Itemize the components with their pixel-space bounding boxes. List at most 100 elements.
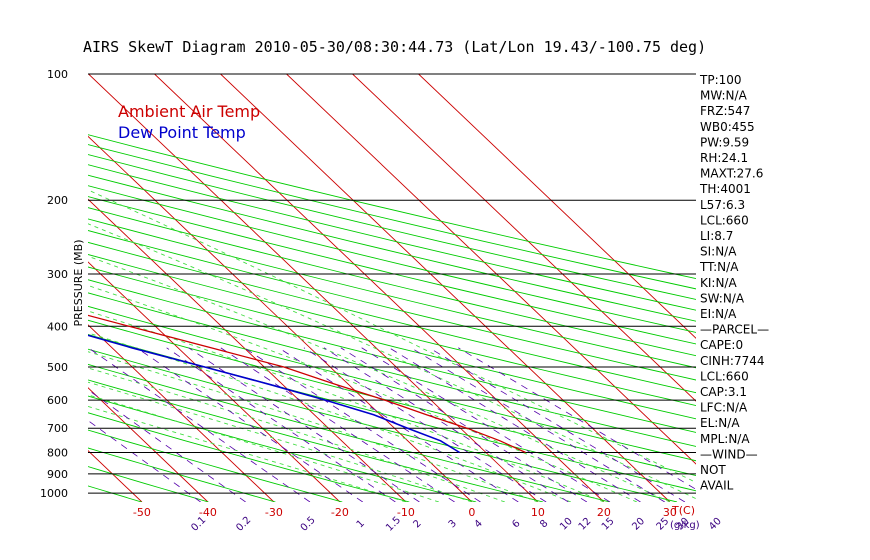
isotherm-line <box>286 74 696 465</box>
index-entry: AVAIL <box>700 479 734 493</box>
index-entry: CAP:3.1 <box>700 385 747 399</box>
dry-adiabat-line <box>88 207 696 357</box>
index-entry: LCL:660 <box>700 213 749 227</box>
index-entry: FRZ:547 <box>700 104 750 118</box>
mixing-ratio-line <box>220 347 455 502</box>
dry-adiabat-line <box>88 305 696 462</box>
mixing-ratio-line <box>166 347 396 502</box>
temperature-unit-label: T(C) <box>671 504 695 517</box>
mixing-ratio-label: 20 <box>630 516 647 533</box>
mixing-ratio-line <box>278 347 519 502</box>
mixing-ratio-label: 6 <box>510 518 522 530</box>
index-entry: CAPE:0 <box>700 338 743 352</box>
isotherm-line <box>88 74 539 502</box>
isotherm-line <box>88 324 275 502</box>
dry-adiabat-line <box>88 134 696 280</box>
dry-adiabat-line <box>88 348 678 502</box>
dry-adiabat-line <box>88 466 209 502</box>
pressure-tick-label: 200 <box>47 194 68 207</box>
isotherm-line <box>0 74 10 502</box>
index-entry: RH:24.1 <box>700 151 748 165</box>
dry-adiabat-line <box>88 218 696 369</box>
index-entry: MW:N/A <box>700 89 748 103</box>
mixing-ratio-line <box>410 347 665 502</box>
mixing-ratio-line <box>340 347 588 502</box>
dry-adiabat-line <box>88 241 696 394</box>
index-entry: MAXT:27.6 <box>700 167 763 181</box>
bottom-temperature-tick-label: 10 <box>531 506 545 519</box>
dew-point-temp-line <box>88 334 461 454</box>
legend-dew-point-temp: Dew Point Temp <box>118 123 246 142</box>
isotherm-line <box>352 74 696 402</box>
legend-ambient-air-temp: Ambient Air Temp <box>118 102 260 121</box>
moist-adiabat-line <box>88 381 473 502</box>
index-entry: TT:N/A <box>699 260 739 274</box>
dry-adiabat-line <box>88 230 696 381</box>
isotherm-line <box>88 135 473 502</box>
mixing-ratio-line <box>88 347 311 502</box>
moist-adiabat-line <box>88 189 696 484</box>
dry-adiabat-line <box>88 379 544 502</box>
pressure-axis-label: PRESSURE (MB) <box>72 240 85 327</box>
isobars <box>88 73 696 494</box>
dry-adiabat-line <box>88 144 696 290</box>
index-entry: —PARCEL— <box>700 323 769 337</box>
mixing-ratio-line <box>88 389 246 502</box>
mixing-ratio-unit-label: (g/kg) <box>670 520 700 531</box>
index-entry: SW:N/A <box>700 291 745 305</box>
mixing-ratio-label: 3 <box>447 518 459 530</box>
bottom-temperature-tick-label: 30 <box>663 506 677 519</box>
index-entry: —WIND— <box>700 447 758 461</box>
index-entry: TP:100 <box>699 73 742 87</box>
dry-adiabat-line <box>88 447 276 502</box>
index-entry: EI:N/A <box>700 307 737 321</box>
mixing-ratio-label: 8 <box>538 518 550 530</box>
pressure-tick-label: 800 <box>47 447 68 460</box>
bottom-temperature-labels: -50 -40 -30 -20 -10 0 10 20 30 <box>133 506 677 519</box>
isotherm-line <box>88 261 341 502</box>
mixing-ratio-line <box>303 347 547 502</box>
pressure-tick-label: 1000 <box>40 487 68 500</box>
mixing-ratio-line <box>323 347 569 502</box>
moist-adiabat-line <box>88 255 671 502</box>
bottom-temperature-tick-label: 20 <box>597 506 611 519</box>
index-entry: LI:8.7 <box>700 229 733 243</box>
pressure-tick-label: 700 <box>47 422 68 435</box>
dry-adiabat-line <box>88 254 696 407</box>
bottom-temperature-tick-label: -20 <box>331 506 349 519</box>
mixing-ratio-line <box>458 347 696 490</box>
dry-adiabat-line <box>0 74 8 502</box>
bottom-temperature-tick-label: 0 <box>468 506 475 519</box>
index-entry: TH:4001 <box>699 182 751 196</box>
dry-adiabat-line <box>88 429 343 502</box>
mixing-ratio-label: 4 <box>473 518 485 530</box>
pressure-tick-label: 600 <box>47 394 68 407</box>
mixing-ratio-label: 2 <box>411 518 423 530</box>
index-entry: NOT <box>700 463 726 477</box>
ambient-air-temp-line <box>88 314 526 454</box>
index-entry: KI:N/A <box>700 276 737 290</box>
mixing-ratio-line <box>88 420 201 502</box>
moist-adiabat-line <box>88 285 638 502</box>
index-entry: WB0:455 <box>700 120 755 134</box>
dry-adiabat-line <box>88 266 696 420</box>
pressure-tick-label: 500 <box>47 361 68 374</box>
pressure-tick-label: 100 <box>47 68 68 81</box>
index-entry: CINH:7744 <box>700 354 765 368</box>
mixing-ratio-label: 40 <box>707 516 724 533</box>
pressure-tick-labels: 100 200 300 400 500 600 700 800 900 1000 <box>40 68 68 500</box>
chart-title: AIRS SkewT Diagram 2010-05-30/08:30:44.7… <box>83 38 706 56</box>
dry-adiabat-line <box>88 154 696 300</box>
mixing-ratio-label: 1 <box>355 518 367 530</box>
pressure-tick-label: 300 <box>47 268 68 281</box>
isotherm-line <box>88 387 209 502</box>
dry-adiabat-line <box>88 185 696 333</box>
mixing-ratio-line <box>244 347 481 502</box>
dry-adiabat-line <box>88 363 611 502</box>
isotherm-line <box>154 74 605 502</box>
mixing-ratio-label: 12 <box>577 516 594 533</box>
index-entry: EL:N/A <box>700 416 740 430</box>
dry-adiabat-line <box>88 164 696 311</box>
mixing-ratio-line <box>136 347 363 502</box>
